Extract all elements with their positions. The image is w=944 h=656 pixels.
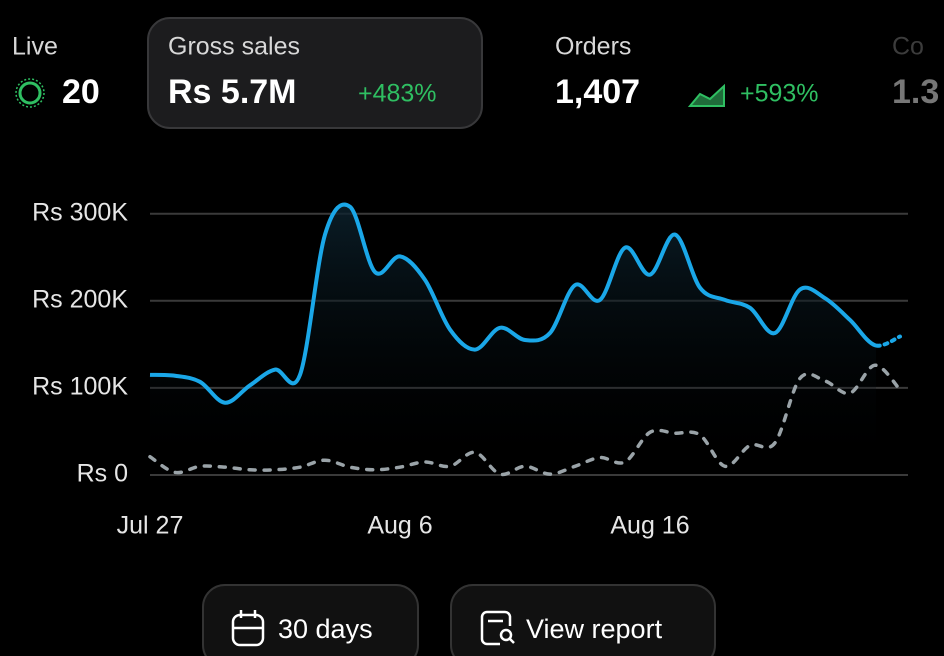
report-button[interactable] xyxy=(450,584,716,656)
comparison-line xyxy=(148,363,902,477)
metric-value: 20 xyxy=(62,73,100,111)
metric-label: Co xyxy=(892,33,924,61)
y-tick-label: Rs 100K xyxy=(32,373,128,401)
x-tick-label: Aug 16 xyxy=(610,512,689,540)
metric-card[interactable] xyxy=(147,17,483,129)
y-tick-label: Rs 0 xyxy=(77,460,128,488)
metric-value: 1.3 xyxy=(892,73,939,111)
metric-change: +593% xyxy=(740,80,819,108)
range-button[interactable] xyxy=(202,584,419,656)
chart: Rs 0 Rs 100K Rs 200K Rs 300K Jul 27 Aug 6 Aug … xyxy=(32,198,908,540)
button-label: 30 days xyxy=(278,614,373,644)
area xyxy=(150,204,876,475)
metric-label: Live xyxy=(12,33,58,61)
metric-value: 1,407 xyxy=(555,73,640,111)
report-icon xyxy=(480,610,515,646)
y-tick-label: Rs 300K xyxy=(32,198,128,226)
metric-label: Orders xyxy=(555,33,631,61)
button-label: View report xyxy=(526,614,663,644)
metric-change: +483% xyxy=(358,80,437,108)
metric-label: Gross sales xyxy=(168,33,300,61)
trend-icon xyxy=(687,83,725,107)
metric-value: Rs 5.7M xyxy=(168,73,297,111)
live-icon xyxy=(18,81,42,105)
y-tick-label: Rs 200K xyxy=(32,285,128,313)
x-tick-label: Aug 6 xyxy=(367,512,432,540)
series-line xyxy=(149,202,876,405)
calendar-icon xyxy=(231,610,265,647)
live-icon-ring xyxy=(15,78,45,108)
x-tick-label: Jul 27 xyxy=(117,512,184,540)
